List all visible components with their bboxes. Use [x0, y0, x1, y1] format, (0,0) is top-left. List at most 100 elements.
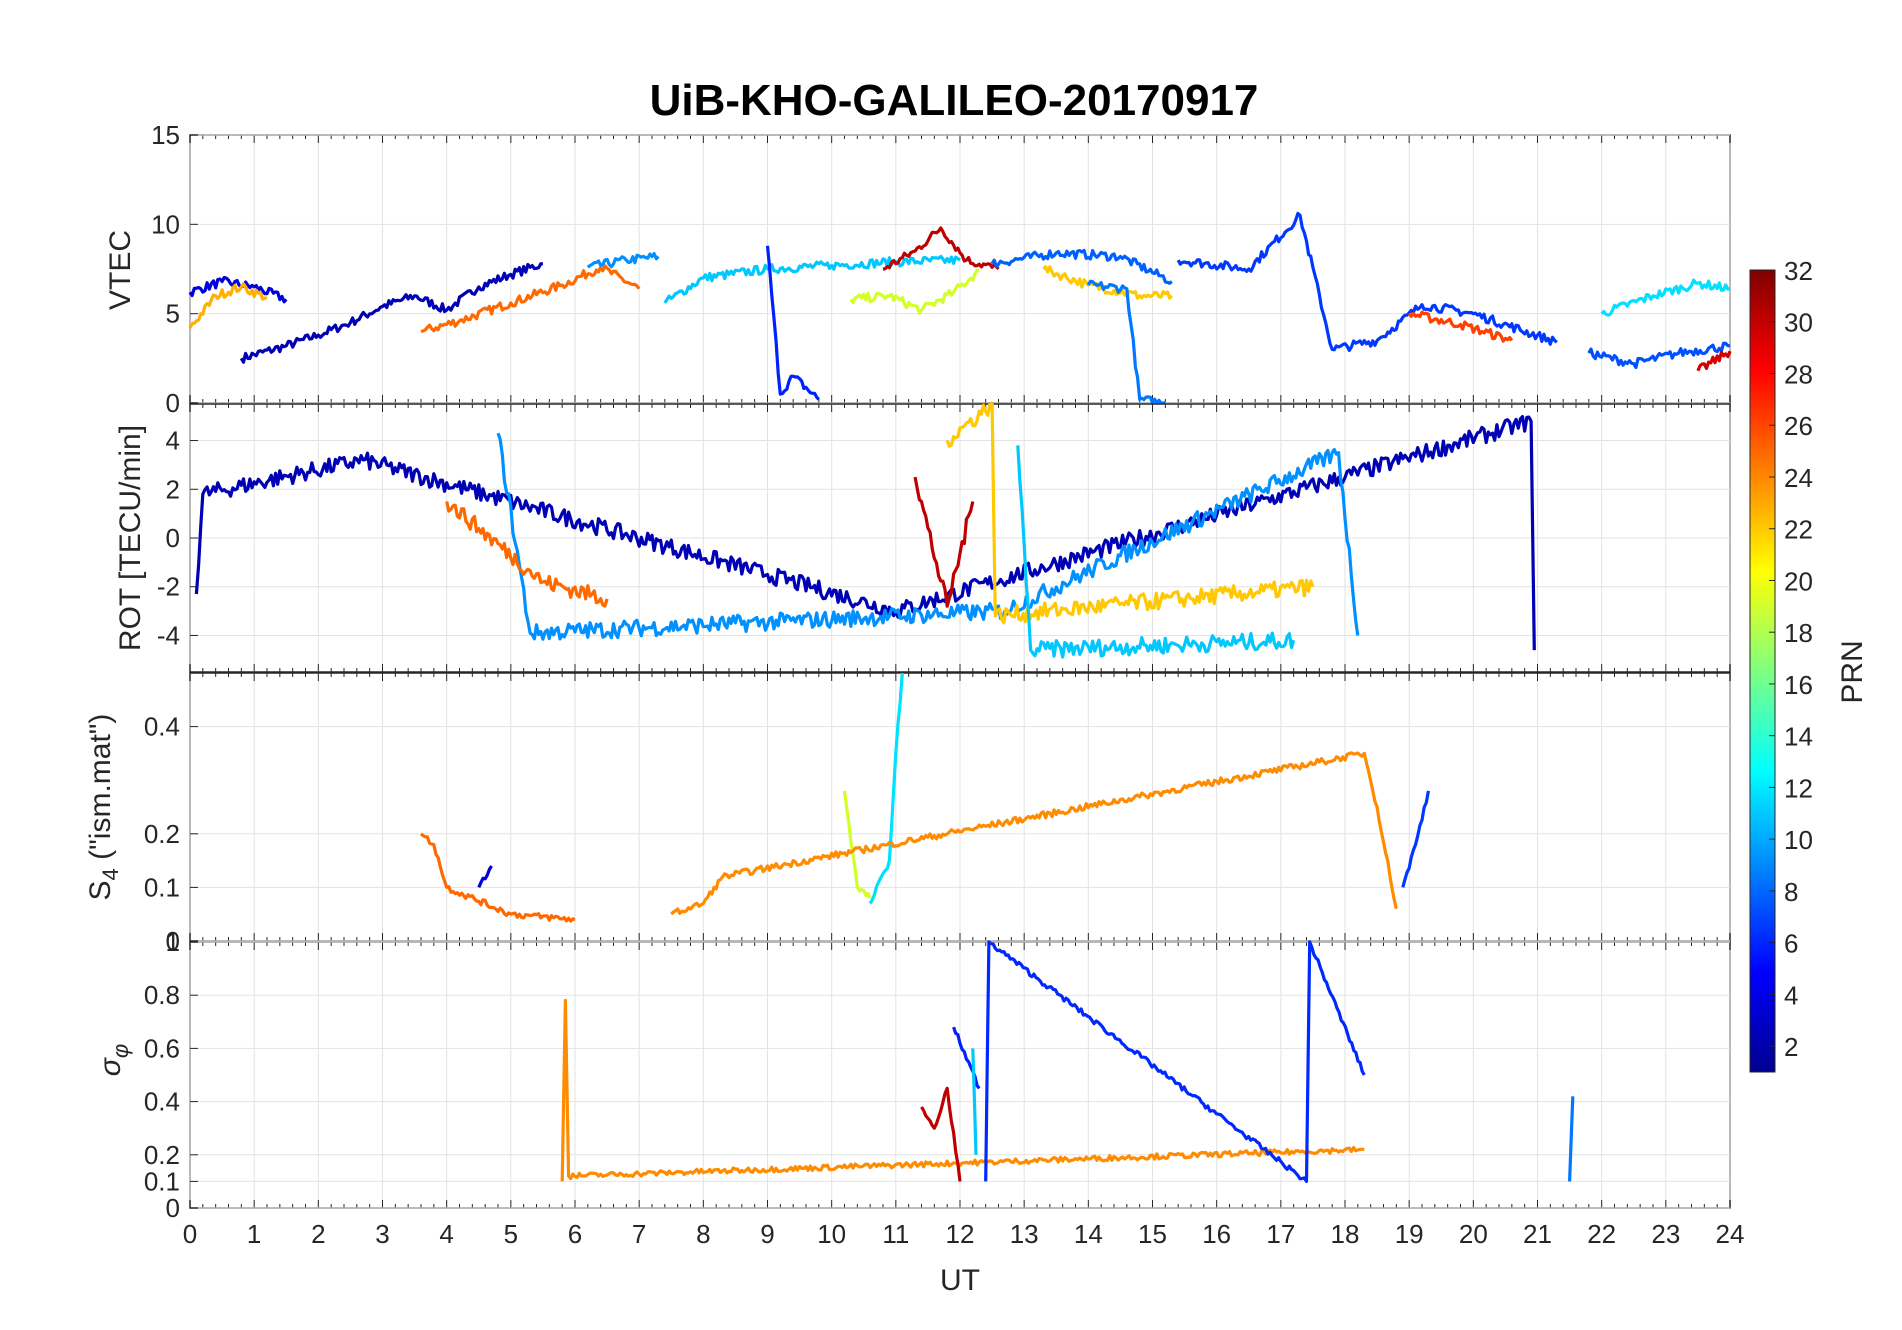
colorbar-gradient: [1749, 269, 1776, 1073]
vtec-series-prn-29: [1696, 350, 1732, 372]
x-tick-label: 18: [1331, 1219, 1360, 1249]
x-tick-label: 17: [1266, 1219, 1295, 1249]
x-axis-ticks: 0 1 2 3 4 5 6 7 8 9 10 11 12 13 14 15 16 17 18 19 20 21 22 23 24: [183, 1219, 1745, 1249]
x-tick-label: 16: [1202, 1219, 1231, 1249]
x-tick-label: 0: [183, 1219, 197, 1249]
panel-rot: 4 2 0 -2 -4 ROT [TECU/min]: [114, 402, 1731, 673]
colorbar-ticks: 32 30 28 26 24 22 20 18 16 14 12 10 8 6 4 2: [1769, 256, 1813, 1062]
vtec-series-prn-5: [1176, 211, 1558, 352]
rot-series-prn-10: [496, 432, 1360, 641]
s4-series-prn-12: [868, 672, 904, 905]
colorbar-tick-label: 10: [1784, 825, 1813, 855]
vtec-series-prn-18: [849, 268, 980, 315]
rot-series-prn-2: [194, 415, 1536, 651]
panel-sigma-series: [560, 940, 1575, 1184]
colorbar-tick-label: 26: [1784, 411, 1813, 441]
vtec-series-prn-20: [188, 282, 268, 329]
rot-ytick-label: 4: [166, 426, 180, 456]
panel-vtec-grid: [189, 134, 1731, 404]
s4-series-prn-3: [477, 865, 493, 889]
sigma-ylabel-main: σ: [94, 1056, 127, 1076]
colorbar-tick-label: 24: [1784, 463, 1813, 493]
colorbar-tick-label: 22: [1784, 515, 1813, 545]
vtec-series-prn-9: [1086, 279, 1166, 405]
colorbar-tick-label: 12: [1784, 773, 1813, 803]
colorbar-tick-label: 30: [1784, 308, 1813, 338]
sigma-ylabel: σφ: [94, 1044, 133, 1076]
vtec-ytick-label: 15: [151, 120, 180, 150]
panel-sigma-phi: 10.80.60.40.20.10 σφ: [94, 927, 1731, 1223]
panel-sigma-grid: [189, 941, 1731, 1209]
s4-ytick-label: 0.1: [144, 872, 180, 902]
panel-s4: 0.4 0.2 0.1 0 S4 ("ism.mat"): [84, 672, 1731, 956]
x-tick-label: 24: [1716, 1219, 1745, 1249]
x-tick-label: 21: [1523, 1219, 1552, 1249]
rot-ytick-label: -4: [157, 620, 180, 650]
s4-series-prn-23: [670, 751, 1398, 916]
panel-s4-yticks: 0.4 0.2 0.1 0: [144, 712, 180, 956]
x-tick-label: 12: [946, 1219, 975, 1249]
rot-series-prn-30: [913, 476, 975, 608]
colorbar-tick-label: 8: [1784, 877, 1798, 907]
rot-series-prn-21: [945, 402, 1315, 625]
x-tick-label: 15: [1138, 1219, 1167, 1249]
sigma-series-prn-6: [984, 940, 1366, 1184]
x-tick-label: 22: [1587, 1219, 1616, 1249]
rot-series-prn-24: [445, 501, 609, 608]
x-tick-label: 11: [882, 1219, 909, 1249]
colorbar-tick-label: 16: [1784, 670, 1813, 700]
panel-vtec-yticks: 15 10 5 0: [151, 120, 180, 418]
s4-series-prn-18: [842, 790, 872, 899]
sigma-ytick-label: 0.2: [144, 1140, 180, 1170]
vtec-series-prn-21: [1042, 265, 1173, 300]
s4-series-prn-24: [419, 832, 576, 923]
s4-ytick-label: 0.2: [144, 819, 180, 849]
panel-rot-series: [194, 402, 1536, 659]
s4-ylabel: S4 ("ism.mat"): [84, 714, 123, 901]
x-tick-label: 2: [311, 1219, 325, 1249]
sigma-series-prn-23: [560, 998, 1365, 1182]
x-tick-label: 13: [1010, 1219, 1039, 1249]
vtec-series-prn-10: [586, 252, 660, 269]
s4-ytick-label: 0.4: [144, 712, 180, 742]
x-tick-label: 1: [247, 1219, 261, 1249]
colorbar-tick-label: 14: [1784, 722, 1813, 752]
colorbar-tick-label: 32: [1784, 256, 1813, 286]
figure-title: UiB-KHO-GALILEO-20170917: [650, 76, 1259, 125]
vtec-ytick-label: 5: [166, 299, 180, 329]
x-tick-label: 6: [568, 1219, 582, 1249]
s4-ylabel-sub: 4: [98, 868, 123, 880]
vtec-series-prn-3: [188, 275, 288, 304]
rot-ytick-label: 0: [166, 523, 180, 553]
x-tick-label: 8: [696, 1219, 710, 1249]
panel-vtec-series: [188, 211, 1732, 405]
x-tick-label: 4: [439, 1219, 453, 1249]
s4-ylabel-main: S: [84, 880, 117, 900]
vtec-series-prn-7: [1587, 341, 1731, 370]
rot-ytick-label: 2: [166, 474, 180, 504]
colorbar-tick-label: 20: [1784, 566, 1813, 596]
vtec-series-prn-4: [765, 245, 820, 401]
sigma-series-prn-11: [971, 1048, 978, 1155]
vtec-series-prn-30: [882, 226, 1000, 271]
sigma-ytick-label: 0.4: [144, 1087, 180, 1117]
sigma-ytick-label: 0.6: [144, 1033, 180, 1063]
x-tick-label: 23: [1651, 1219, 1680, 1249]
rot-series-prn-11: [1016, 445, 1296, 659]
x-tick-label: 14: [1074, 1219, 1103, 1249]
colorbar-label: PRN: [1836, 640, 1869, 703]
sigma-ytick-label: 0.1: [144, 1166, 180, 1196]
colorbar-tick-label: 6: [1784, 929, 1798, 959]
x-tick-label: 19: [1395, 1219, 1424, 1249]
sigma-ylabel-sub: φ: [108, 1044, 133, 1058]
vtec-series-prn-11: [663, 254, 961, 304]
s4-ytick-label: 0: [166, 926, 180, 956]
panel-s4-grid: [189, 673, 1731, 942]
vtec-series-prn-24: [420, 264, 641, 334]
panel-rot-yticks: 4 2 0 -2 -4: [157, 426, 180, 651]
x-tick-label: 9: [760, 1219, 774, 1249]
s4-series-prn-5: [1401, 790, 1430, 888]
vtec-series-prn-26: [1407, 310, 1514, 343]
x-tick-label: 10: [817, 1219, 846, 1249]
